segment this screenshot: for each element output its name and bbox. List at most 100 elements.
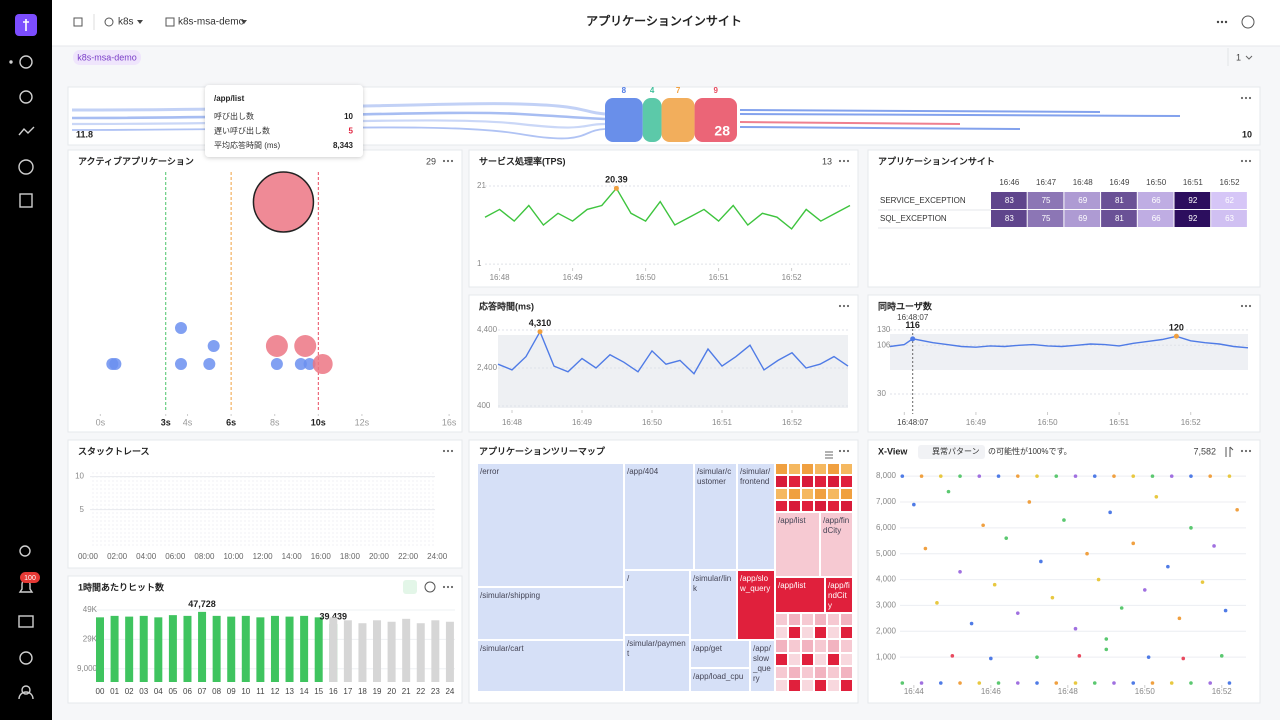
- xview-point[interactable]: [1035, 655, 1039, 659]
- panel-menu[interactable]: [446, 159, 450, 163]
- xview-point[interactable]: [1054, 474, 1059, 478]
- treemap-cell[interactable]: [801, 487, 814, 500]
- xview-point[interactable]: [1039, 559, 1043, 564]
- bar[interactable]: [285, 616, 294, 682]
- more-menu[interactable]: [1216, 20, 1228, 24]
- xview-point[interactable]: [1177, 616, 1182, 621]
- panel-menu[interactable]: [446, 585, 450, 589]
- treemap-cell[interactable]: [775, 613, 788, 627]
- bar[interactable]: [110, 615, 119, 682]
- treemap-cell[interactable]: [775, 626, 788, 640]
- treemap-cell[interactable]: [788, 463, 801, 476]
- xview-point[interactable]: [969, 621, 974, 626]
- bubble[interactable]: [207, 340, 220, 352]
- treemap-cell[interactable]: [814, 652, 827, 666]
- xview-point[interactable]: [1166, 564, 1170, 569]
- xview-point[interactable]: [1208, 474, 1213, 478]
- panel-menu[interactable]: [446, 449, 450, 453]
- nav-report[interactable]: [19, 193, 33, 208]
- heat-cell[interactable]: [991, 210, 1027, 227]
- treemap-node[interactable]: /app/findCity: [820, 512, 853, 577]
- xview-point[interactable]: [938, 681, 943, 685]
- bar[interactable]: [416, 623, 425, 682]
- bubble[interactable]: [312, 354, 333, 374]
- panel-menu[interactable]: [846, 449, 850, 453]
- bar[interactable]: [358, 623, 367, 682]
- xview-point[interactable]: [1112, 681, 1116, 685]
- bar[interactable]: [343, 620, 352, 682]
- bubble[interactable]: [252, 171, 315, 233]
- xview-point[interactable]: [1096, 577, 1101, 582]
- treemap-cell[interactable]: [801, 499, 814, 512]
- heat-cell[interactable]: [1064, 192, 1101, 209]
- bar[interactable]: [183, 615, 192, 682]
- panel-menu[interactable]: [838, 159, 842, 163]
- treemap-node[interactable]: /app/slow_query: [750, 640, 775, 692]
- panel-menu[interactable]: [1244, 96, 1248, 100]
- xview-point[interactable]: [1150, 681, 1155, 685]
- sort-icon[interactable]: [1225, 446, 1234, 457]
- treemap-cell[interactable]: [840, 665, 853, 679]
- nav-trend[interactable]: [18, 126, 35, 136]
- treemap-cell[interactable]: [801, 626, 814, 640]
- tag-pill[interactable]: [73, 50, 141, 65]
- bar[interactable]: [154, 617, 163, 682]
- treemap-cell[interactable]: [775, 639, 788, 653]
- bubble[interactable]: [203, 358, 216, 370]
- xview-point[interactable]: [1189, 526, 1193, 530]
- treemap-cell[interactable]: [840, 499, 853, 512]
- panel-menu[interactable]: [442, 449, 446, 453]
- tag[interactable]: k8s-msa-demo: [77, 52, 137, 62]
- xview-point[interactable]: [1015, 611, 1020, 615]
- app-crumb[interactable]: k8s-msa-demo: [178, 17, 245, 28]
- heat-cell[interactable]: [1211, 210, 1247, 227]
- bar[interactable]: [387, 621, 396, 682]
- bar[interactable]: [96, 617, 104, 682]
- xview-point[interactable]: [919, 681, 924, 685]
- xview-point[interactable]: [1219, 654, 1224, 658]
- xview-point[interactable]: [958, 474, 962, 478]
- panel-menu[interactable]: [1244, 304, 1248, 308]
- treemap-cell[interactable]: [827, 499, 840, 512]
- xview-point[interactable]: [1119, 606, 1124, 610]
- treemap-cell[interactable]: [775, 665, 788, 679]
- panel-menu[interactable]: [1248, 449, 1252, 453]
- panel-menu[interactable]: [846, 304, 850, 308]
- nav-search[interactable]: [19, 545, 31, 557]
- xview-point[interactable]: [900, 474, 905, 478]
- xview-point[interactable]: [1035, 474, 1039, 478]
- treemap-node[interactable]: /simular/cart: [477, 640, 624, 692]
- bar[interactable]: [300, 615, 309, 682]
- bar[interactable]: [227, 616, 236, 682]
- xview-point[interactable]: [1062, 518, 1066, 522]
- heat-cell[interactable]: [1027, 210, 1064, 227]
- bubble[interactable]: [174, 322, 187, 334]
- xview-point[interactable]: [1131, 681, 1136, 685]
- xview-point[interactable]: [1169, 681, 1174, 685]
- nav-dashboard[interactable]: [19, 55, 33, 69]
- treemap-node[interactable]: /app/findCity: [825, 577, 853, 613]
- xview-point[interactable]: [1104, 647, 1109, 652]
- nav-chat[interactable]: [18, 615, 34, 628]
- panel-menu[interactable]: [1240, 304, 1244, 308]
- panel-menu[interactable]: [442, 159, 446, 163]
- xview-point[interactable]: [900, 681, 905, 685]
- nav-pie[interactable]: [18, 159, 34, 175]
- treemap-cell[interactable]: [775, 679, 788, 693]
- treemap-cell[interactable]: [840, 679, 853, 693]
- xview-point[interactable]: [981, 523, 985, 528]
- treemap-cell[interactable]: [814, 499, 827, 512]
- panel-menu[interactable]: [1248, 96, 1252, 100]
- treemap-cell[interactable]: [801, 463, 814, 476]
- treemap-cell[interactable]: [788, 679, 801, 693]
- xview-point[interactable]: [1112, 474, 1116, 478]
- panel-menu[interactable]: [846, 159, 850, 163]
- bar[interactable]: [256, 617, 265, 682]
- panel-menu[interactable]: [450, 585, 454, 589]
- bubble[interactable]: [303, 358, 316, 370]
- xview-point[interactable]: [1092, 474, 1097, 478]
- nav-settings[interactable]: [19, 90, 33, 104]
- bubble[interactable]: [270, 358, 283, 370]
- bubble[interactable]: [294, 335, 317, 357]
- treemap-cell[interactable]: [814, 626, 827, 640]
